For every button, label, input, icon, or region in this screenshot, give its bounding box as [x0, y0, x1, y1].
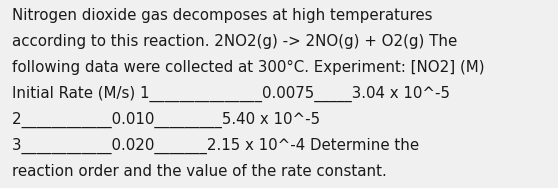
Text: reaction order and the value of the rate constant.: reaction order and the value of the rate… — [12, 164, 387, 179]
Text: 2____________0.010_________5.40 x 10^-5: 2____________0.010_________5.40 x 10^-5 — [12, 112, 320, 128]
Text: following data were collected at 300°C. Experiment: [NO2] (M): following data were collected at 300°C. … — [12, 60, 485, 75]
Text: 3____________0.020_______2.15 x 10^-4 Determine the: 3____________0.020_______2.15 x 10^-4 De… — [12, 138, 420, 154]
Text: Nitrogen dioxide gas decomposes at high temperatures: Nitrogen dioxide gas decomposes at high … — [12, 8, 433, 24]
Text: Initial Rate (M/s) 1_______________0.0075_____3.04 x 10^-5: Initial Rate (M/s) 1_______________0.007… — [12, 86, 450, 102]
Text: according to this reaction. 2NO2(g) -> 2NO(g) + O2(g) The: according to this reaction. 2NO2(g) -> 2… — [12, 34, 458, 49]
